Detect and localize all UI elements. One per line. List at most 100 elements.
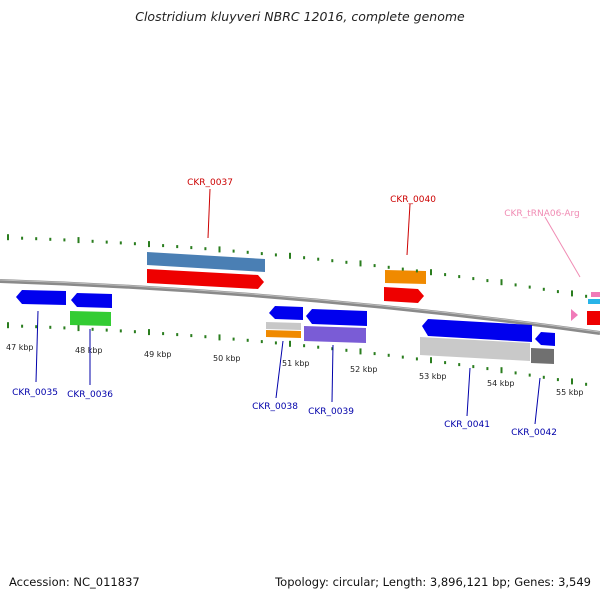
gene-arrow-edge-cyan[interactable] <box>588 299 600 304</box>
scale-minor-tick <box>133 242 136 246</box>
gene-arrow-ckr-0040[interactable] <box>384 287 424 303</box>
gene-arrow-ckr-0038[interactable] <box>266 330 301 338</box>
scale-minor-tick <box>528 285 531 289</box>
scale-label: 53 kbp <box>419 372 447 381</box>
bottom-gene-labels: CKR_0035 CKR_0036 CKR_0038 CKR_0039 CKR_… <box>12 310 557 438</box>
scale-major-tick <box>148 241 150 248</box>
scale-minor-tick <box>444 361 447 365</box>
leader-line <box>275 340 284 399</box>
gene-label-ckr-0041[interactable]: CKR_0041 <box>444 420 490 430</box>
gene-arrow-edge-red[interactable] <box>587 311 600 325</box>
gene-arrow-ckr-0035[interactable] <box>16 290 66 305</box>
gene-label-ckr-0038[interactable]: CKR_0038 <box>252 402 298 412</box>
gene-arrow-ckr-0036[interactable] <box>70 311 111 326</box>
gene-arrow-ckr-0039[interactable] <box>304 326 366 343</box>
scale-minor-tick <box>556 378 559 382</box>
scale-major-tick <box>148 329 150 336</box>
scale-major-tick <box>77 325 80 332</box>
gene-label-ckr-0039[interactable]: CKR_0039 <box>308 407 354 417</box>
gene-label-ckr-trna06-arg[interactable]: CKR_tRNA06-Arg <box>504 209 580 219</box>
scale-minor-tick <box>486 367 489 371</box>
gene-label-ckr-0035[interactable]: CKR_0035 <box>12 388 58 398</box>
scale-major-tick <box>500 367 503 374</box>
scale-minor-tick <box>415 357 418 361</box>
scale-major-tick <box>7 322 9 329</box>
scale-minor-tick <box>21 324 24 328</box>
scale-minor-tick <box>63 238 66 242</box>
scale-minor-tick <box>91 327 94 331</box>
gene-arrow-ckr-0039-upper[interactable] <box>306 309 367 326</box>
scale-minor-tick <box>49 237 52 241</box>
scale-minor-tick <box>63 326 66 330</box>
genome-summary-text: Topology: circular; Length: 3,896,121 bp… <box>275 575 591 589</box>
scale-minor-tick <box>373 352 376 356</box>
scale-major-tick <box>218 246 221 253</box>
scale-ticks-top <box>7 234 588 298</box>
scale-minor-tick <box>190 334 193 338</box>
scale-minor-tick <box>317 257 320 261</box>
scale-minor-tick <box>119 329 122 333</box>
scale-minor-tick <box>21 236 24 240</box>
gene-label-ckr-0036[interactable]: CKR_0036 <box>67 390 113 400</box>
accession-text: Accession: NC_011837 <box>9 575 140 589</box>
scale-minor-tick <box>49 325 52 329</box>
genome-title: Clostridium kluyveri NBRC 12016, complet… <box>135 9 465 24</box>
scale-minor-tick <box>260 252 263 256</box>
scale-minor-tick <box>401 355 404 359</box>
scale-label: 55 kbp <box>556 388 584 397</box>
scale-minor-tick <box>35 237 38 241</box>
scale-minor-tick <box>204 247 207 251</box>
scale-minor-tick <box>486 279 489 283</box>
scale-major-tick <box>218 334 221 341</box>
scale-label: 54 kbp <box>487 379 515 388</box>
scale-minor-tick <box>556 290 559 294</box>
gene-arrow-ckr-0038-grey[interactable] <box>266 322 301 330</box>
scale-label: 52 kbp <box>350 365 378 374</box>
scale-minor-tick <box>133 330 136 334</box>
scale-minor-tick <box>528 373 531 377</box>
scale-minor-tick <box>542 375 545 379</box>
scale-minor-tick <box>162 332 165 336</box>
leader-line <box>466 367 471 417</box>
gene-arrow-ckr-0042-upper[interactable] <box>535 332 555 346</box>
scale-label: 48 kbp <box>75 346 103 355</box>
scale-minor-tick <box>246 250 249 254</box>
scale-minor-tick <box>472 365 475 369</box>
gene-arrow-ckr-0037-cds[interactable] <box>147 252 265 272</box>
scale-major-tick <box>289 252 291 259</box>
scale-minor-tick <box>190 246 193 250</box>
leader-line <box>207 188 211 239</box>
scale-label: 47 kbp <box>6 343 34 352</box>
gene-arrow-edge-pink[interactable] <box>571 309 578 321</box>
scale-minor-tick <box>274 341 277 345</box>
scale-minor-tick <box>345 260 348 264</box>
scale-minor-tick <box>204 335 207 339</box>
gene-arrow-edge-pink-2[interactable] <box>591 292 600 297</box>
gene-label-ckr-0037[interactable]: CKR_0037 <box>187 178 233 188</box>
scale-minor-tick <box>514 371 517 375</box>
scale-minor-tick <box>317 345 320 349</box>
gene-arrow-ckr-0041[interactable] <box>420 337 530 361</box>
scale-minor-tick <box>585 382 588 386</box>
gene-label-ckr-0040[interactable]: CKR_0040 <box>390 195 436 205</box>
scale-ticks-bottom <box>7 322 588 386</box>
scale-minor-tick <box>176 333 179 337</box>
scale-minor-tick <box>119 241 122 245</box>
scale-minor-tick <box>387 353 390 357</box>
gene-arrow-ckr-0038-upper[interactable] <box>269 306 303 320</box>
scale-major-tick <box>571 290 573 297</box>
scale-minor-tick <box>303 344 306 348</box>
gene-arrow-ckr-0036-upper[interactable] <box>71 293 112 308</box>
leader-line <box>534 377 541 425</box>
scale-minor-tick <box>345 348 348 352</box>
scale-major-tick <box>571 378 573 385</box>
gene-arrow-ckr-0042[interactable] <box>531 348 554 364</box>
gene-label-ckr-0042[interactable]: CKR_0042 <box>511 428 557 438</box>
gene-arrow-ckr-0041-upper[interactable] <box>422 319 532 342</box>
scale-major-tick <box>500 279 503 286</box>
gene-arrow-ckr-0037[interactable] <box>147 269 264 289</box>
gene-arrow-ckr-0040-cds[interactable] <box>385 270 426 284</box>
scale-minor-tick <box>373 264 376 268</box>
scale-labels: 47 kbp 48 kbp 49 kbp 50 kbp 51 kbp 52 kb… <box>6 343 584 397</box>
